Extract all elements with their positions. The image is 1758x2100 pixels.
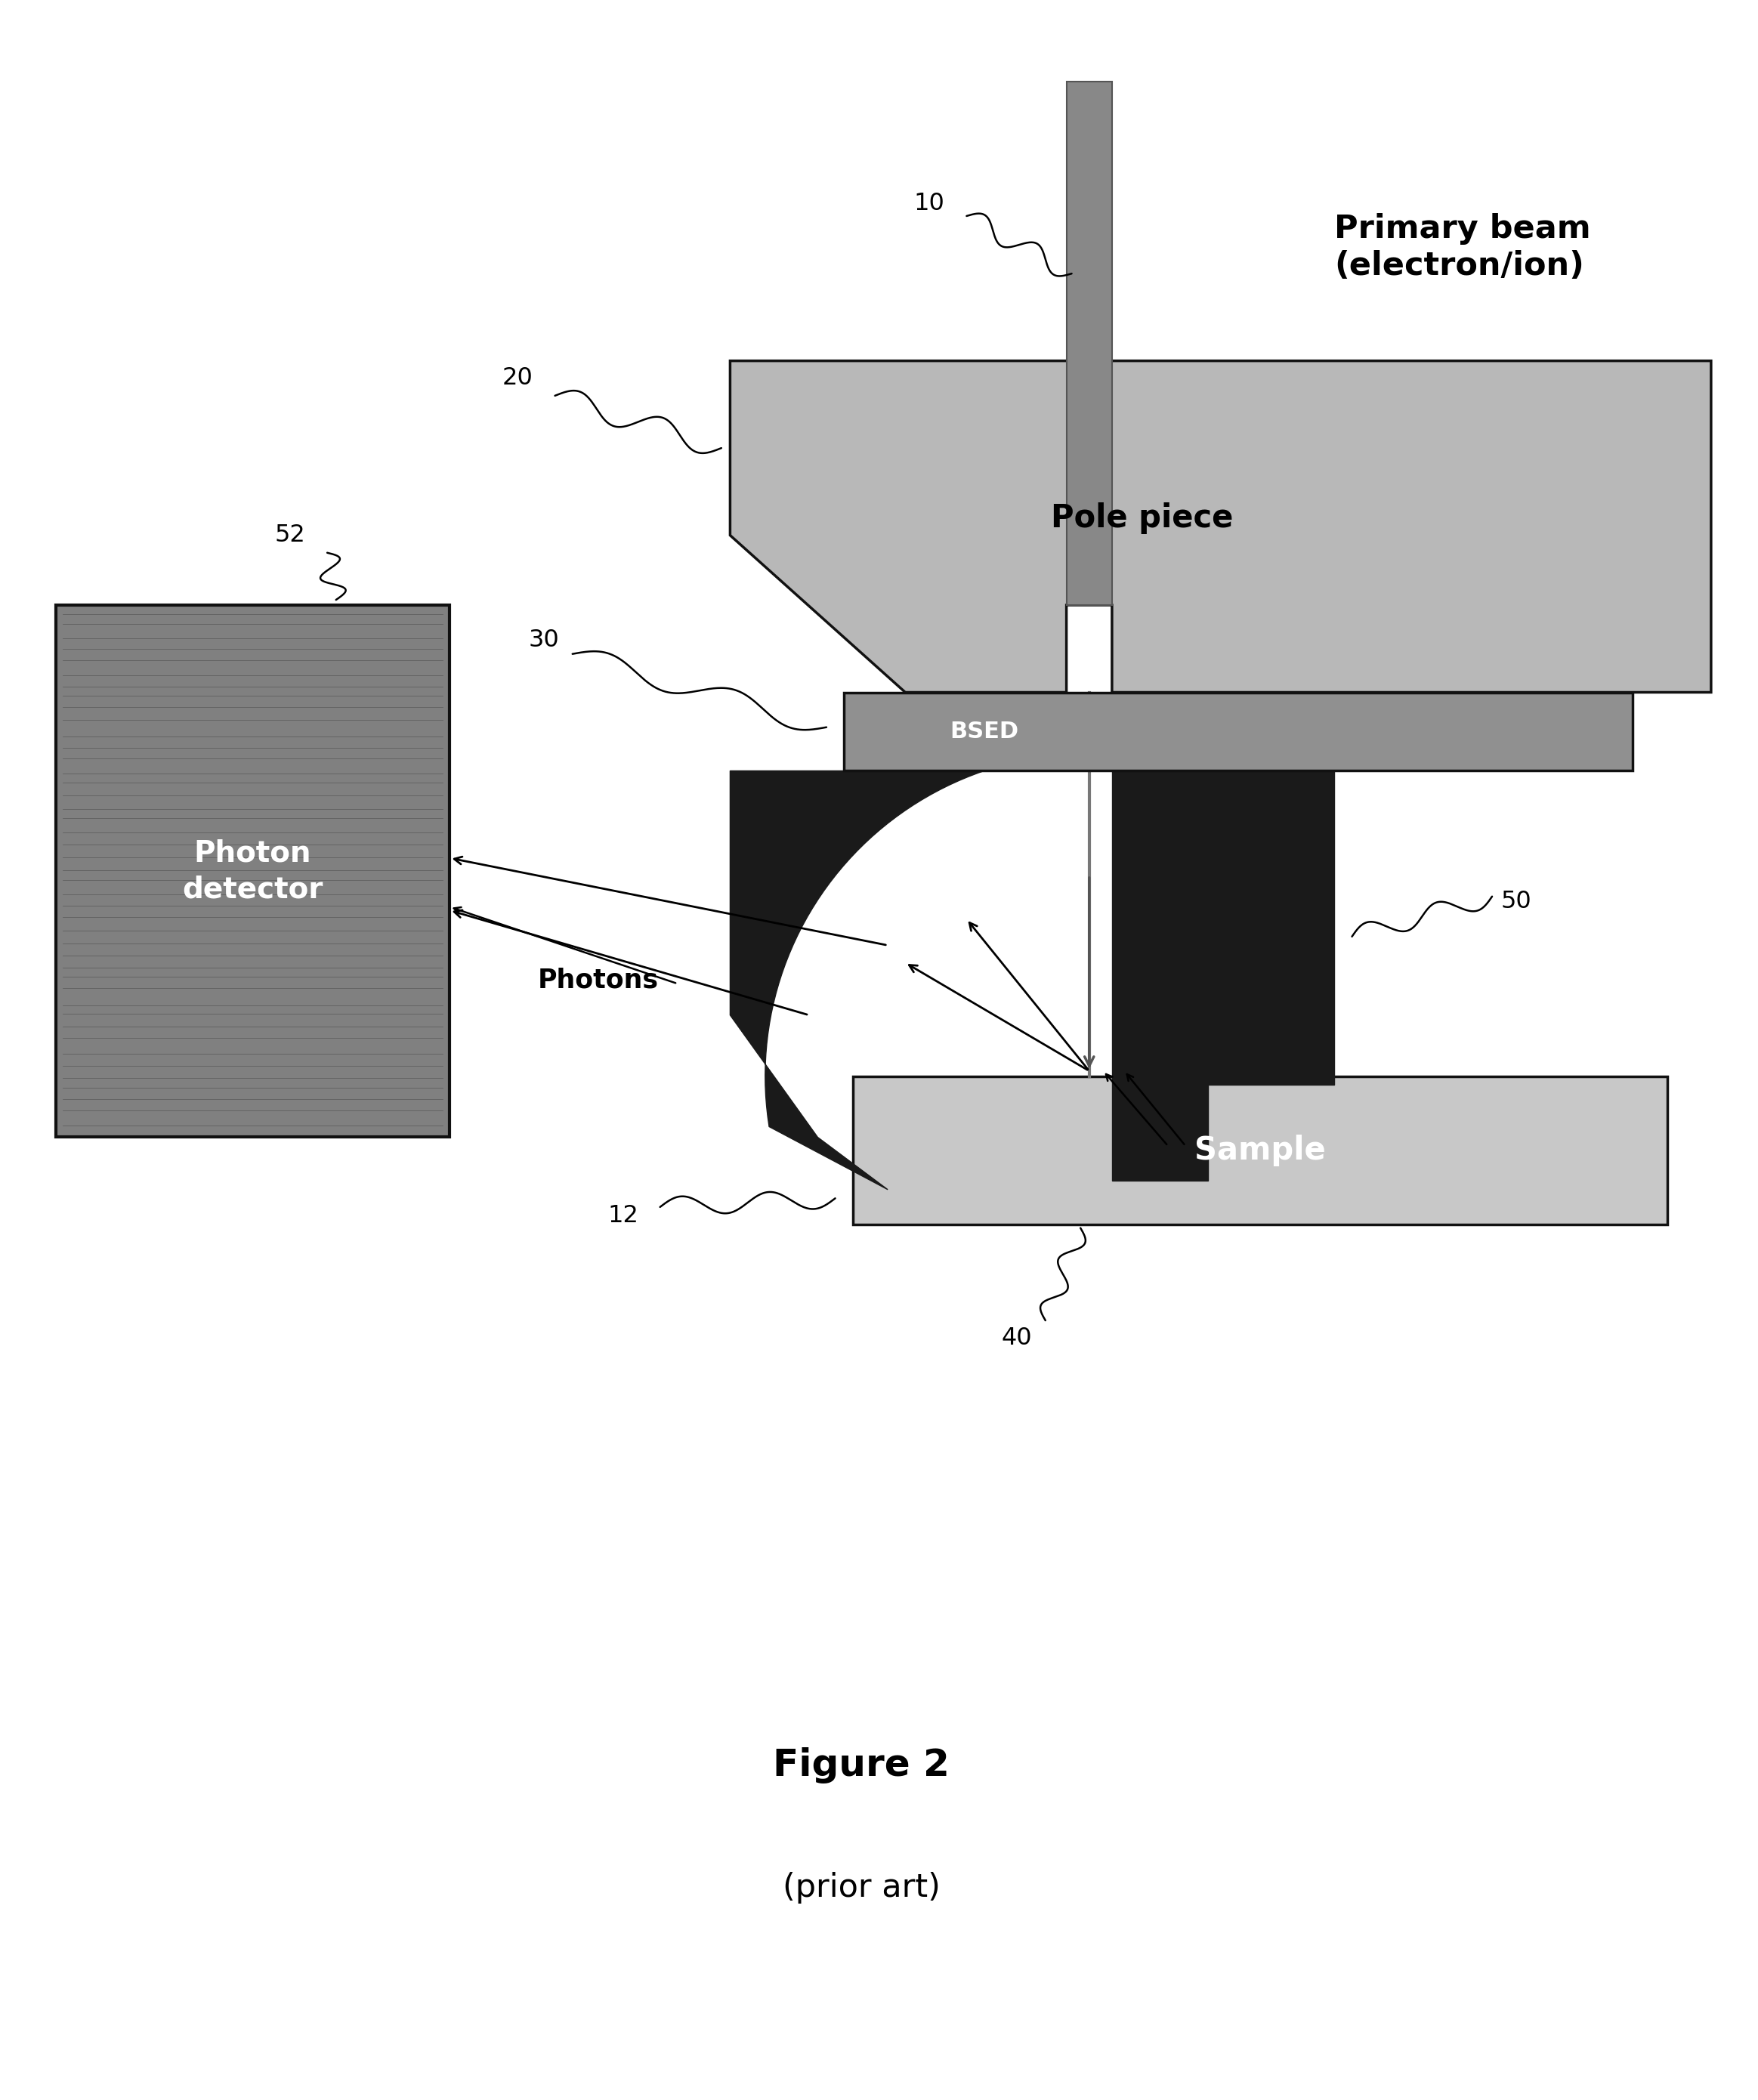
Text: Figure 2: Figure 2 xyxy=(774,1747,949,1783)
Polygon shape xyxy=(730,764,1011,1189)
Text: (prior art): (prior art) xyxy=(782,1871,941,1903)
Text: 10: 10 xyxy=(914,191,944,216)
Polygon shape xyxy=(730,361,1711,693)
Text: 20: 20 xyxy=(503,367,533,391)
Text: 12: 12 xyxy=(608,1203,638,1228)
Text: Primary beam
(electron/ion): Primary beam (electron/ion) xyxy=(1334,214,1591,281)
Text: 30: 30 xyxy=(529,628,559,651)
Bar xyxy=(844,693,1631,771)
Bar xyxy=(1067,82,1113,605)
Polygon shape xyxy=(1113,771,1334,1180)
Bar xyxy=(56,605,450,1138)
Text: Photon
detector: Photon detector xyxy=(183,838,323,903)
Text: 50: 50 xyxy=(1501,890,1531,913)
Text: 52: 52 xyxy=(274,523,306,546)
Text: 40: 40 xyxy=(1002,1327,1032,1350)
Bar xyxy=(853,1075,1667,1224)
Text: Pole piece: Pole piece xyxy=(1051,502,1232,533)
Text: Sample: Sample xyxy=(1194,1134,1326,1166)
Text: BSED: BSED xyxy=(949,720,1018,743)
Text: Photons: Photons xyxy=(538,968,657,993)
